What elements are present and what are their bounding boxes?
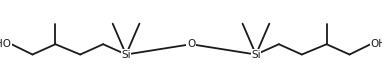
Text: OH: OH [371,39,382,49]
Text: O: O [187,39,195,49]
Text: Si: Si [121,50,131,60]
Text: HO: HO [0,39,11,49]
Text: Si: Si [251,50,261,60]
